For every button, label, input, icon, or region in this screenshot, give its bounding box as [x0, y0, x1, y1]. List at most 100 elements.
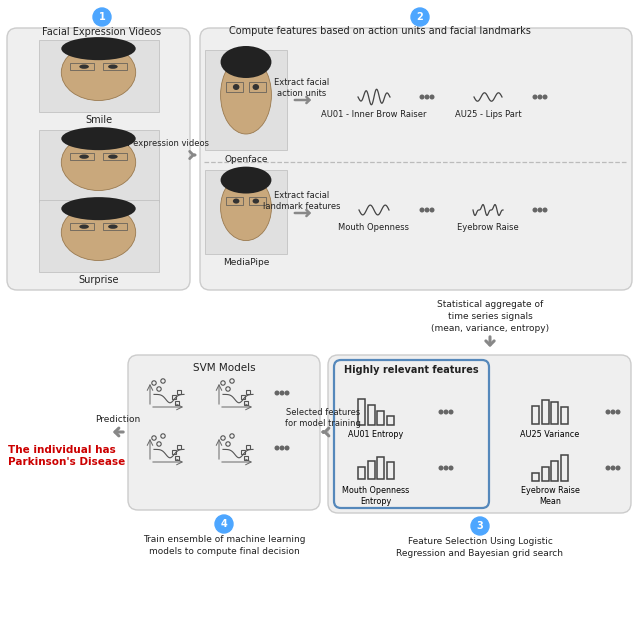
Bar [244, 456, 248, 460]
Bar [387, 462, 394, 479]
Circle shape [611, 466, 615, 470]
Bar [38, 130, 159, 202]
Bar [532, 473, 540, 481]
Text: AU25 Variance: AU25 Variance [520, 430, 580, 439]
Bar [241, 395, 245, 399]
Text: MediaPipe: MediaPipe [223, 258, 269, 267]
Bar [541, 467, 548, 481]
Bar [70, 153, 93, 160]
Circle shape [606, 410, 610, 414]
Bar [205, 50, 287, 150]
FancyBboxPatch shape [7, 28, 190, 290]
Bar [377, 457, 384, 479]
Bar [175, 401, 179, 405]
FancyBboxPatch shape [334, 360, 489, 508]
Bar [38, 200, 159, 272]
Circle shape [425, 95, 429, 99]
Bar [377, 411, 384, 425]
Circle shape [471, 517, 489, 535]
Bar [103, 223, 127, 230]
Circle shape [285, 391, 289, 395]
Circle shape [215, 515, 233, 533]
Bar [358, 399, 365, 425]
Text: Train ensemble of machine learning
models to compute final decision: Train ensemble of machine learning model… [143, 535, 305, 556]
Circle shape [449, 410, 453, 414]
Bar [561, 407, 568, 424]
Text: Eyebrow Raise: Eyebrow Raise [457, 223, 519, 232]
Circle shape [275, 446, 279, 450]
Bar [177, 445, 181, 450]
Text: Openface: Openface [224, 155, 268, 164]
FancyBboxPatch shape [328, 355, 631, 513]
Text: Disgust: Disgust [80, 205, 117, 215]
Text: AU25 - Lips Part: AU25 - Lips Part [454, 110, 522, 119]
Circle shape [280, 391, 284, 395]
Text: AU01 - Inner Brow Raiser: AU01 - Inner Brow Raiser [321, 110, 427, 119]
Text: Compute features based on action units and facial landmarks: Compute features based on action units a… [229, 26, 531, 36]
Ellipse shape [61, 37, 136, 60]
Ellipse shape [233, 84, 239, 90]
Ellipse shape [79, 155, 89, 158]
Bar [103, 63, 127, 70]
Bar [551, 402, 558, 424]
Bar [368, 461, 375, 479]
Ellipse shape [61, 44, 136, 100]
Text: Extract facial
landmark features: Extract facial landmark features [263, 191, 340, 210]
Bar [227, 197, 243, 205]
Ellipse shape [108, 65, 118, 69]
Bar [172, 395, 176, 399]
Bar [358, 467, 365, 479]
Bar [551, 461, 558, 481]
Text: Extract facial
action units: Extract facial action units [275, 79, 330, 98]
Circle shape [420, 95, 424, 99]
Circle shape [533, 208, 537, 212]
Circle shape [430, 95, 434, 99]
Circle shape [430, 208, 434, 212]
Circle shape [285, 446, 289, 450]
Ellipse shape [61, 127, 136, 150]
Bar [241, 450, 245, 454]
Ellipse shape [108, 155, 118, 158]
Circle shape [93, 8, 111, 26]
Bar [250, 82, 266, 92]
Bar [387, 416, 394, 425]
Ellipse shape [79, 65, 89, 69]
Bar [177, 390, 181, 394]
Bar [103, 153, 127, 160]
Circle shape [606, 466, 610, 470]
Text: SVM Models: SVM Models [193, 363, 255, 373]
Text: Mouth Openness: Mouth Openness [339, 223, 410, 232]
FancyBboxPatch shape [128, 355, 320, 510]
Text: Prediction: Prediction [95, 415, 141, 425]
Circle shape [616, 410, 620, 414]
Bar [172, 450, 176, 454]
Circle shape [425, 208, 429, 212]
Text: 3: 3 [477, 521, 483, 531]
Text: The individual has
Parkinson's Disease: The individual has Parkinson's Disease [8, 445, 125, 467]
Circle shape [533, 95, 537, 99]
Bar [244, 401, 248, 405]
Bar [368, 405, 375, 425]
Ellipse shape [61, 204, 136, 261]
Text: Eyebrow Raise
Mean: Eyebrow Raise Mean [520, 486, 579, 506]
Ellipse shape [61, 134, 136, 190]
Ellipse shape [221, 175, 271, 240]
Circle shape [280, 446, 284, 450]
Circle shape [538, 95, 542, 99]
Ellipse shape [253, 198, 259, 204]
Bar [541, 400, 548, 424]
Bar [532, 406, 540, 424]
Bar [246, 390, 250, 394]
Ellipse shape [61, 197, 136, 220]
Ellipse shape [233, 198, 239, 204]
Circle shape [439, 410, 443, 414]
Bar [70, 223, 93, 230]
Text: Surprise: Surprise [78, 275, 119, 285]
Text: Selected features
for model training: Selected features for model training [285, 408, 361, 428]
Circle shape [449, 466, 453, 470]
Text: AU01 Entropy: AU01 Entropy [348, 430, 404, 439]
Bar [175, 456, 179, 460]
Text: Smile: Smile [85, 115, 112, 125]
Ellipse shape [221, 167, 271, 193]
Ellipse shape [79, 224, 89, 229]
